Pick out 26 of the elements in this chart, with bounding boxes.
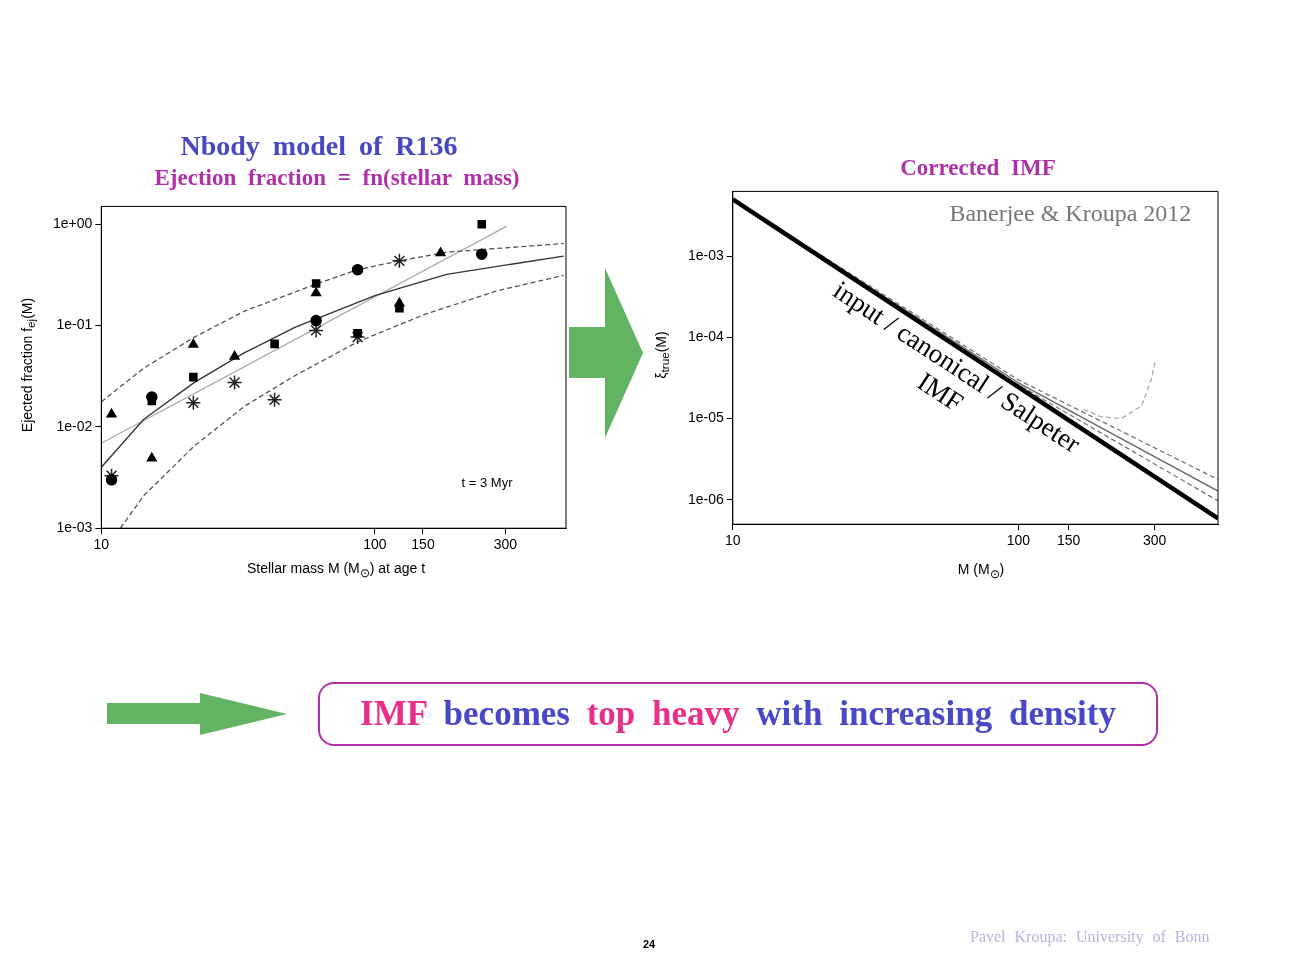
annotation: t = 3 Myr — [461, 474, 514, 490]
chart-title: Corrected IMF — [900, 155, 1056, 181]
text: 24 — [642, 938, 656, 950]
y-tick-label: 1e-06 — [687, 490, 725, 507]
chart-subtitle: Ejection fraction = fn(stellar mass) — [154, 165, 520, 191]
y-tick-label: 1e+00 — [52, 215, 93, 232]
y-tick-label: 1e-02 — [56, 417, 93, 434]
y-tick-label: 1e-03 — [687, 247, 725, 264]
y-tick-label: 1e-01 — [56, 316, 93, 333]
x-tick-label: 300 — [493, 536, 518, 553]
x-tick-label: 100 — [1006, 532, 1031, 549]
y-tick-label: 1e-05 — [687, 409, 725, 426]
x-tick-label: 150 — [1057, 532, 1081, 549]
y-tick-label: 1e-03 — [56, 519, 93, 536]
x-axis-title: Stellar mass M (M$_{⊙}$) at age t — [246, 560, 426, 580]
y-tick-label: 1e-04 — [687, 328, 725, 345]
x-tick-label: 10 — [93, 536, 110, 553]
text: Pavel Kroupa: University of Bonn — [970, 928, 1210, 946]
x-tick-label: 150 — [411, 536, 435, 553]
x-tick-label: 10 — [725, 532, 741, 549]
x-axis-title: M (M$_{⊙}$) — [957, 561, 1005, 581]
text: IMF becomes top heavy with increasing density — [360, 694, 1116, 733]
x-tick-label: 300 — [1142, 532, 1167, 549]
x-tick-label: 100 — [363, 536, 387, 553]
chart-title: Nbody model of R136 — [180, 130, 458, 162]
annotation: Banerjee & Kroupa 2012 — [949, 199, 1192, 226]
